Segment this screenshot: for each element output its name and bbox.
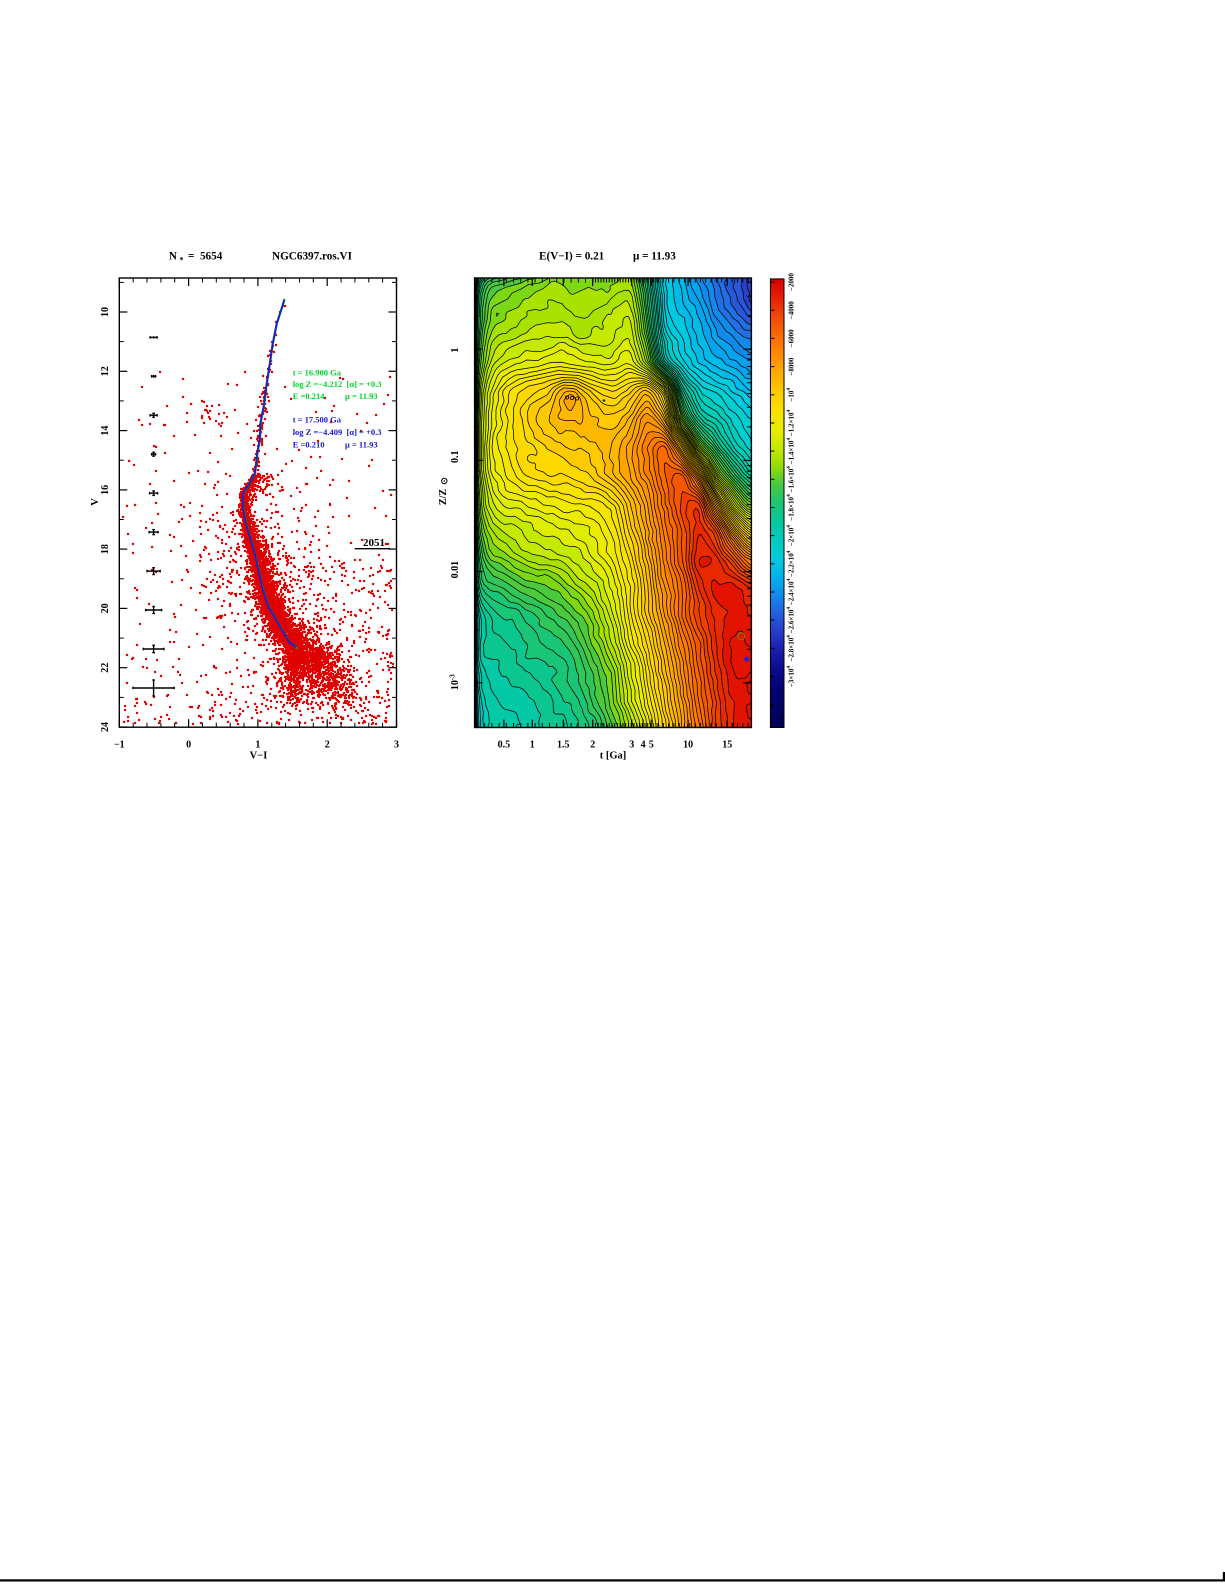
svg-text:12: 12 [100,366,111,376]
svg-text:1: 1 [255,740,260,751]
svg-text:μ = 11.93: μ = 11.93 [345,439,378,449]
svg-text:2051: 2051 [363,537,385,549]
svg-text:4: 4 [641,740,646,751]
svg-text:22: 22 [100,663,111,673]
svg-text:−2.8×104: −2.8×104 [786,635,796,662]
svg-text:−104: −104 [786,388,796,402]
svg-text:t [Ga]: t [Ga] [600,751,627,762]
svg-text:0.5: 0.5 [498,740,511,751]
svg-text:1.5: 1.5 [557,740,570,751]
svg-text:log Z =−4.409 [α] = +0.3: log Z =−4.409 [α] = +0.3 [293,427,382,437]
svg-text:= 5654: = 5654 [188,251,223,263]
svg-text:−1.8×104: −1.8×104 [786,494,796,521]
svg-text:24: 24 [100,722,111,732]
svg-text:10: 10 [683,740,693,751]
svg-text:0.01: 0.01 [450,561,461,579]
svg-text:Z/Z: Z/Z [438,489,449,505]
svg-text:−2.6×104: −2.6×104 [786,607,796,634]
svg-text:−2.4×104: −2.4×104 [786,579,796,606]
svg-text:−8000: −8000 [788,357,796,375]
svg-text:*: * [180,256,184,265]
svg-text:3: 3 [394,740,399,751]
svg-text:E =0.214: E =0.214 [293,391,326,401]
svg-text:E(V−I) = 0.21: E(V−I) = 0.21 [539,251,605,263]
svg-text:−3×104: −3×104 [786,666,796,687]
svg-text:14: 14 [100,426,111,436]
svg-text:1: 1 [530,740,535,751]
svg-text:5: 5 [649,740,654,751]
svg-text:0.1: 0.1 [450,451,461,464]
svg-text:log Z =−4.212 [α] = +0.3: log Z =−4.212 [α] = +0.3 [293,379,382,389]
svg-text:N: N [169,251,177,263]
svg-text:15: 15 [722,740,732,751]
svg-text:−1: −1 [114,740,125,751]
svg-text:−2×104: −2×104 [786,525,796,546]
svg-text:t = 16.900 Ga: t = 16.900 Ga [293,367,342,377]
svg-text:μ = 11.93: μ = 11.93 [345,391,378,401]
svg-text:−1.2×104: −1.2×104 [786,410,796,437]
svg-text:−4000: −4000 [788,301,796,319]
svg-text:0: 0 [186,740,191,751]
svg-text:1: 1 [450,348,461,353]
svg-text:10: 10 [100,307,111,317]
svg-text:−6000: −6000 [788,329,796,347]
svg-text:V−I: V−I [250,751,268,762]
svg-text:−2.2×104: −2.2×104 [786,550,796,577]
svg-text:−2000: −2000 [788,273,796,291]
svg-text:3: 3 [629,740,634,751]
svg-text:16: 16 [100,485,111,495]
svg-text:−1.6×104: −1.6×104 [786,466,796,493]
svg-text:t = 17.500 Ga: t = 17.500 Ga [293,414,342,424]
svg-text:μ = 11.93: μ = 11.93 [633,251,676,263]
svg-text:2: 2 [325,740,330,751]
svg-text:V: V [90,498,101,506]
svg-text:NGC6397.ros.VI: NGC6397.ros.VI [272,251,352,263]
svg-text:20: 20 [100,603,111,613]
svg-text:−1.4×104: −1.4×104 [786,438,796,465]
svg-text:E =0.210: E =0.210 [293,439,325,449]
svg-text:18: 18 [100,544,111,554]
svg-text:2: 2 [590,740,595,751]
